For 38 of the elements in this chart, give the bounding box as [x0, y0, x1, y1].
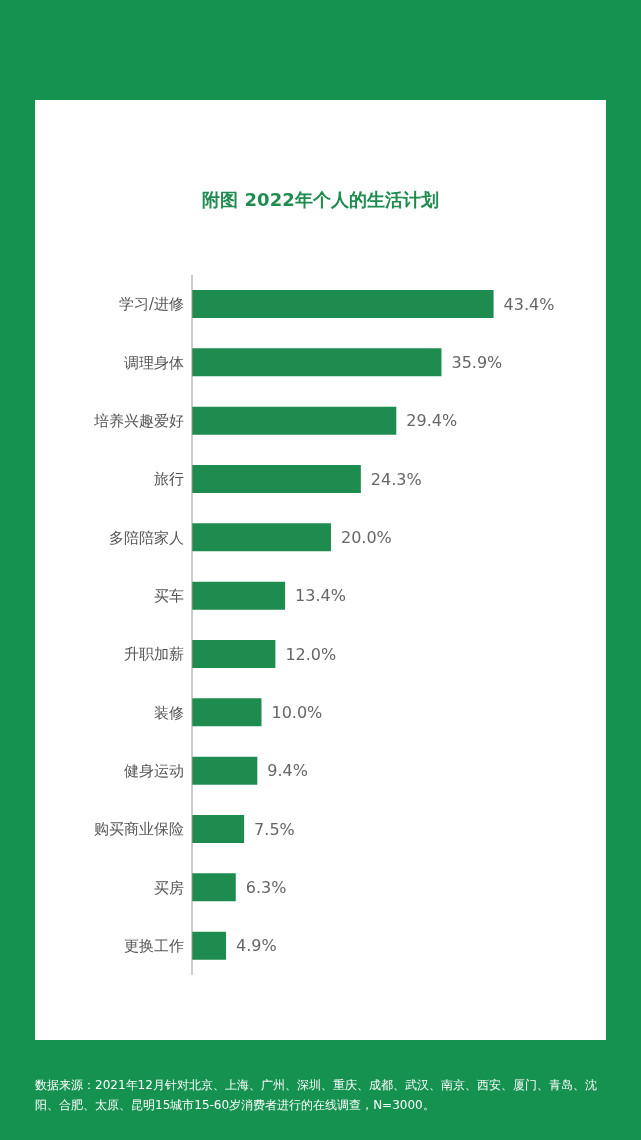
- y-tick-label: 买房: [154, 878, 184, 897]
- data-label: 20.0%: [340, 528, 392, 548]
- data-label: 6.3%: [245, 878, 287, 898]
- data-label: 29.4%: [406, 411, 458, 431]
- source-note: 数据来源：2021年12月针对北京、上海、广州、深圳、重庆、成都、武汉、南京、西安、厦门、青岛、沈阳、合肥、太原、昆明15城市15-60岁消费者进行的在线调查，N=3000。: [35, 1077, 598, 1114]
- bar: [192, 406, 397, 435]
- data-label: 10.0%: [271, 703, 323, 723]
- bar: [192, 698, 262, 727]
- data-label: 4.9%: [236, 936, 277, 956]
- y-tick-label: 学习/进修: [118, 295, 184, 314]
- data-label: 9.4%: [267, 761, 308, 781]
- bar: [192, 523, 331, 552]
- bar: [192, 581, 286, 610]
- y-tick-label: 调理身体: [124, 353, 184, 372]
- bar: [192, 815, 245, 843]
- bar: [192, 640, 276, 668]
- y-tick-label: 多陪陪家人: [109, 528, 184, 547]
- bar: [192, 290, 494, 318]
- bar: [192, 756, 258, 785]
- y-tick-label: 健身运动: [124, 762, 184, 781]
- chart-title: 附图 2022年个人的生活计划: [201, 188, 440, 212]
- data-label: 12.0%: [285, 644, 337, 664]
- bar: [192, 348, 442, 377]
- y-tick-label: 买车: [154, 587, 184, 606]
- data-label: 7.5%: [254, 819, 295, 839]
- y-tick-label: 购买商业保险: [94, 820, 184, 839]
- y-tick-label: 旅行: [154, 470, 184, 489]
- data-label: 35.9%: [451, 353, 503, 373]
- data-label: 24.3%: [370, 469, 422, 489]
- y-tick-label: 培养兴趣爱好: [93, 412, 184, 431]
- bar: [192, 465, 361, 493]
- bar: [192, 873, 236, 902]
- y-tick-label: 更换工作: [124, 937, 184, 956]
- y-tick-label: 升职加薪: [124, 645, 184, 664]
- data-label: 43.4%: [503, 294, 555, 314]
- y-tick-label: 装修: [154, 703, 184, 722]
- bar: [192, 931, 227, 960]
- data-label: 13.4%: [295, 586, 346, 606]
